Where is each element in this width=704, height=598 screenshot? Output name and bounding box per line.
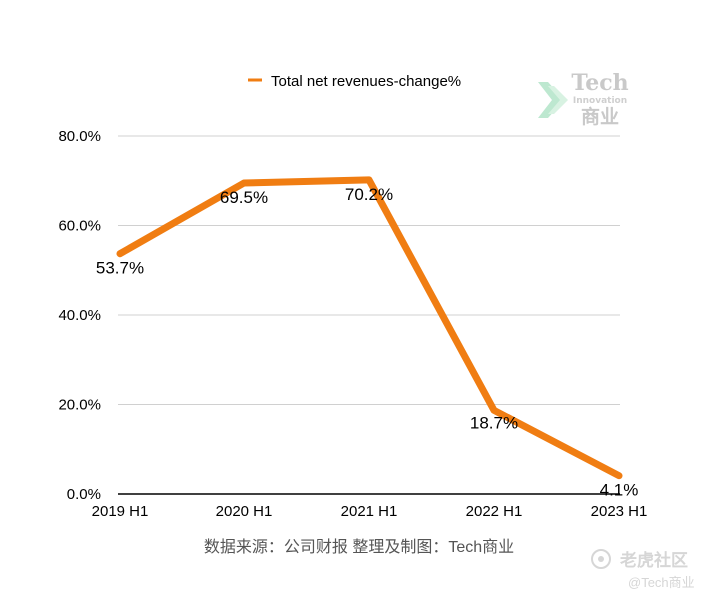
- source-note: 数据来源：公司财报 整理及制图：Tech商业: [204, 538, 514, 556]
- data-label: 70.2%: [345, 185, 393, 204]
- corner-watermark: 老虎社区 @Tech商业: [591, 549, 695, 590]
- data-label: 69.5%: [220, 188, 268, 207]
- watermark-brand: Tech: [571, 70, 628, 96]
- y-tick-label: 80.0%: [58, 128, 101, 145]
- x-axis: 2019 H1 2020 H1 2021 H1 2022 H1 2023 H1: [92, 503, 648, 520]
- y-tick-label: 0.0%: [67, 486, 101, 503]
- data-label: 53.7%: [96, 259, 144, 278]
- x-tick-label: 2023 H1: [591, 503, 648, 520]
- series-line: [116, 176, 623, 480]
- series-lines: [116, 176, 623, 480]
- data-labels: 53.7% 69.5% 70.2% 18.7% 4.1%: [96, 185, 638, 500]
- watermark-cn: 商业: [581, 105, 619, 128]
- x-tick-label: 2020 H1: [216, 503, 273, 520]
- legend: Total net revenues-change%: [248, 73, 461, 90]
- x-tick-label: 2019 H1: [92, 503, 149, 520]
- y-tick-label: 20.0%: [58, 397, 101, 414]
- watermark-tagline: Innovation: [573, 96, 627, 106]
- y-tick-label: 40.0%: [58, 307, 101, 324]
- brand-watermark: Tech Innovation 商业: [538, 70, 629, 128]
- data-label: 4.1%: [600, 481, 639, 500]
- chevron-logo-icon: [538, 82, 568, 118]
- y-axis: 0.0% 20.0% 40.0% 60.0% 80.0%: [58, 128, 101, 503]
- legend-label: Total net revenues-change%: [271, 73, 461, 90]
- corner-site: 老虎社区: [619, 550, 688, 570]
- x-tick-label: 2021 H1: [341, 503, 398, 520]
- data-label: 18.7%: [470, 413, 518, 432]
- y-tick-label: 60.0%: [58, 218, 101, 235]
- gridlines: [118, 135, 620, 495]
- x-tick-label: 2022 H1: [466, 503, 523, 520]
- tiger-logo-icon: [591, 549, 611, 569]
- corner-handle: @Tech商业: [628, 575, 695, 590]
